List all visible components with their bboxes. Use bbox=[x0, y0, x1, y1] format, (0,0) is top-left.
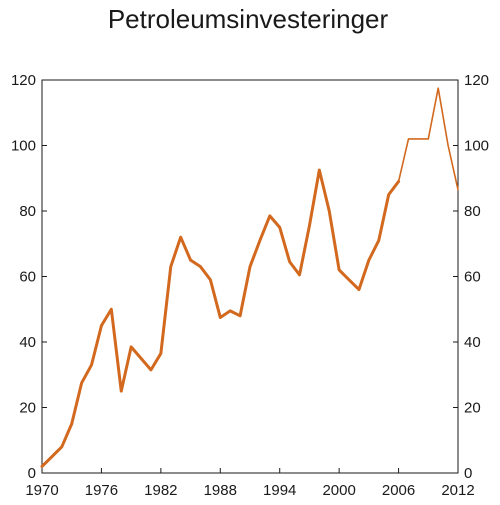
left-y-tick-label: 60 bbox=[19, 269, 36, 286]
left-y-tick-label: 120 bbox=[11, 72, 36, 89]
x-tick-label: 2006 bbox=[382, 482, 415, 499]
left-y-tick-label: 80 bbox=[19, 203, 36, 220]
right-y-tick-label: 60 bbox=[464, 269, 481, 286]
x-tick-label: 2012 bbox=[441, 482, 474, 499]
plot-area-frame bbox=[41, 79, 459, 474]
x-tick-label: 1988 bbox=[204, 482, 237, 499]
left-y-tick-label: 20 bbox=[19, 400, 36, 417]
x-axis: 1970 1976 1982 1988 1994 2000 2006 2012 bbox=[25, 468, 475, 499]
right-y-tick-label: 40 bbox=[464, 334, 481, 351]
x-tick-label: 2000 bbox=[322, 482, 355, 499]
right-y-axis: 0 20 40 60 80 100 120 bbox=[453, 72, 489, 482]
left-y-tick-label: 40 bbox=[19, 334, 36, 351]
series-layer bbox=[40, 87, 459, 468]
right-y-tick-label: 80 bbox=[464, 203, 481, 220]
chart-title: Petroleumsinvesteringer bbox=[108, 4, 389, 34]
left-y-tick-label: 100 bbox=[11, 138, 36, 155]
x-tick-label: 1994 bbox=[263, 482, 296, 499]
series-line-thick bbox=[40, 168, 401, 468]
series-line-thin bbox=[397, 87, 459, 191]
left-y-tick-label: 0 bbox=[28, 465, 36, 482]
right-y-tick-label: 100 bbox=[464, 138, 489, 155]
x-tick-label: 1970 bbox=[25, 482, 58, 499]
x-tick-label: 1982 bbox=[144, 482, 177, 499]
x-tick-label: 1976 bbox=[85, 482, 118, 499]
right-y-tick-label: 120 bbox=[464, 72, 489, 89]
right-y-tick-label: 20 bbox=[464, 400, 481, 417]
left-y-axis: 0 20 40 60 80 100 120 bbox=[11, 72, 47, 482]
right-y-tick-label: 0 bbox=[464, 465, 472, 482]
